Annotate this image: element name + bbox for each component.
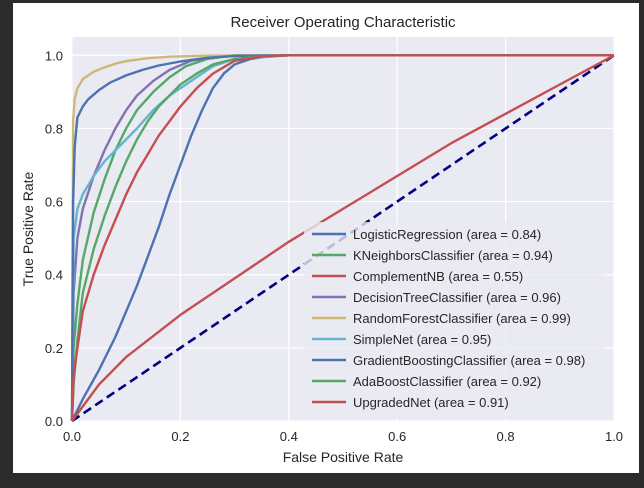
y-tick-labels: 0.0 0.2 0.4 0.6 0.8 1.0 xyxy=(45,48,63,429)
legend-entry: UpgradedNet (area = 0.91) xyxy=(353,395,509,410)
y-tick-label: 0.8 xyxy=(45,121,63,136)
y-tick-label: 0.6 xyxy=(45,195,63,210)
legend-entry: SimpleNet (area = 0.95) xyxy=(353,332,491,347)
legend-entry: GradientBoostingClassifier (area = 0.98) xyxy=(353,353,585,368)
legend-entry: KNeighborsClassifier (area = 0.94) xyxy=(353,248,553,263)
x-tick-labels: 0.0 0.2 0.4 0.6 0.8 1.0 xyxy=(63,429,623,444)
x-tick-label: 0.4 xyxy=(280,429,298,444)
x-tick-label: 0.2 xyxy=(171,429,189,444)
series-line-4 xyxy=(70,54,614,422)
x-tick-label: 0.6 xyxy=(388,429,406,444)
x-tick-label: 1.0 xyxy=(605,429,623,444)
legend-entry: AdaBoostClassifier (area = 0.92) xyxy=(353,374,541,389)
legend-entry: DecisionTreeClassifier (area = 0.96) xyxy=(353,290,561,305)
legend-entry: ComplementNB (area = 0.55) xyxy=(353,269,523,284)
y-tick-label: 0.4 xyxy=(45,268,63,283)
x-axis-label: False Positive Rate xyxy=(283,449,404,465)
y-tick-label: 0.2 xyxy=(45,341,63,356)
series-line-6 xyxy=(70,54,614,422)
legend-box xyxy=(304,222,606,419)
chart-title: Receiver Operating Characteristic xyxy=(230,14,456,31)
series-line-7 xyxy=(70,54,614,422)
x-tick-label: 0.0 xyxy=(63,429,81,444)
legend-entry: LogisticRegression (area = 0.84) xyxy=(353,227,541,242)
series-line-8 xyxy=(70,54,614,422)
y-tick-label: 1.0 xyxy=(45,48,63,63)
y-axis-label: True Positive Rate xyxy=(20,171,36,286)
x-tick-label: 0.8 xyxy=(497,429,515,444)
legend: LogisticRegression (area = 0.84) KNeighbo… xyxy=(304,222,606,419)
y-tick-label: 0.0 xyxy=(45,414,63,429)
legend-entry: RandomForestClassifier (area = 0.99) xyxy=(353,311,571,326)
